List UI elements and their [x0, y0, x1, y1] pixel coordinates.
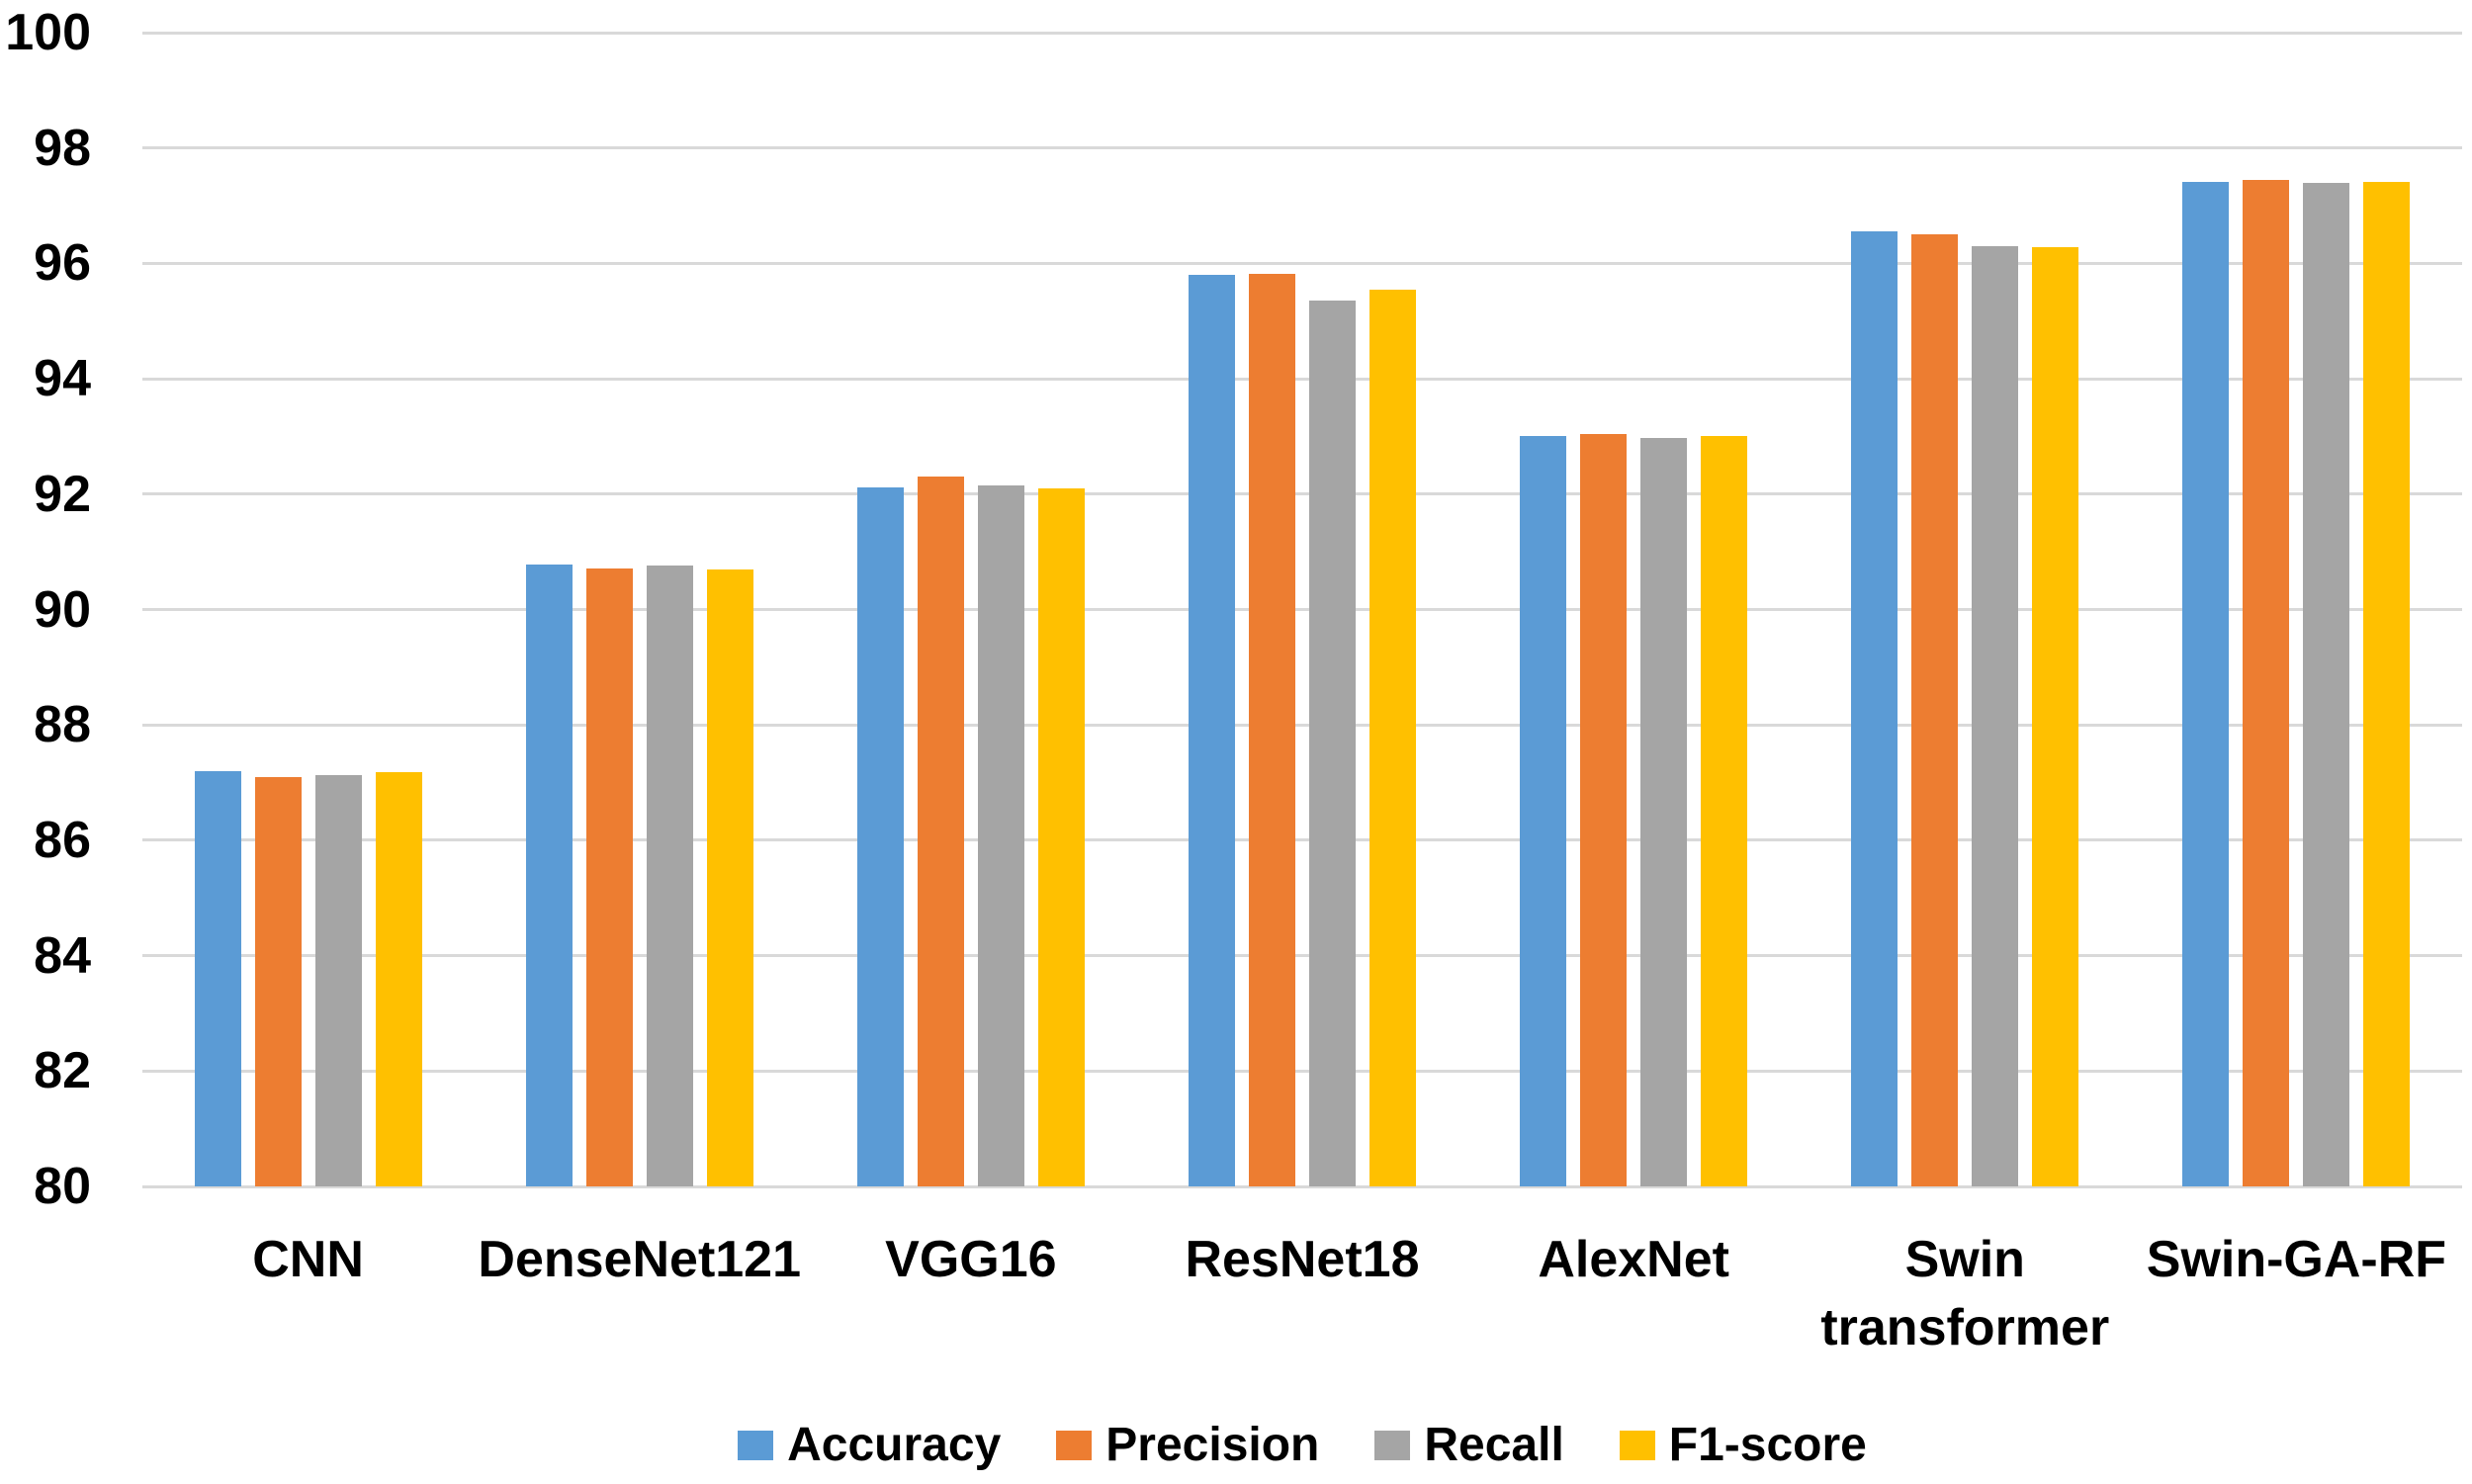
gridline-100: [142, 31, 2462, 35]
x-axis-label-resnet18: ResNet18: [1185, 1231, 1420, 1288]
bar-group-cnn: [142, 33, 474, 1186]
bar-accuracy-densenet121: [525, 565, 573, 1186]
x-axis-label-swin-transformer: Swin transformer: [1820, 1231, 2110, 1356]
legend-swatch-recall: [1374, 1430, 1411, 1460]
gridline-80: [142, 1184, 2462, 1188]
y-tick-label-100: 100: [5, 4, 91, 61]
bar-f1-score-cnn: [375, 772, 422, 1186]
legend-swatch-f1-score: [1619, 1430, 1655, 1460]
bar-precision-densenet121: [585, 567, 633, 1186]
y-tick-label-90: 90: [34, 580, 91, 639]
plot-area: [142, 31, 2462, 1188]
x-axis: CNN DenseNet121 VGG16 ResNet18 AlexNet Swin tr…: [142, 1226, 2462, 1361]
bar-accuracy-resnet18: [1188, 275, 1235, 1186]
bar-group-swin-transformer: [1800, 33, 2131, 1186]
y-tick-label-82: 82: [34, 1042, 91, 1100]
bar-f1-score-resnet18: [1368, 289, 1416, 1186]
legend-swatch-precision: [1056, 1430, 1093, 1460]
bar-precision-swin-ga-rf: [2243, 179, 2290, 1186]
gridline-90: [142, 608, 2462, 611]
x-axis-label-cnn: CNN: [252, 1231, 364, 1288]
gridlines: [142, 31, 2462, 1188]
bar-f1-score-swin-transformer: [2032, 247, 2079, 1186]
y-tick-label-80: 80: [34, 1158, 91, 1215]
bar-recall-cnn: [314, 774, 362, 1186]
bar-f1-score-vgg16: [1037, 487, 1085, 1186]
bar-accuracy-alexnet: [1520, 436, 1567, 1186]
bar-precision-swin-transformer: [1911, 234, 1959, 1186]
bar-accuracy-swin-transformer: [1851, 231, 1898, 1186]
bar-accuracy-cnn: [194, 770, 241, 1186]
bar-f1-score-densenet121: [706, 568, 753, 1186]
bar-group-resnet18: [1136, 33, 1467, 1186]
bar-f1-score-swin-ga-rf: [2363, 181, 2411, 1186]
bar-recall-alexnet: [1640, 437, 1688, 1186]
legend-label-precision: Precision: [1105, 1419, 1320, 1471]
legend-item-accuracy: Accuracy: [738, 1418, 1001, 1472]
bar-group-alexnet: [1468, 33, 1800, 1186]
bar-recall-resnet18: [1308, 301, 1356, 1186]
y-tick-label-88: 88: [34, 696, 91, 754]
legend-swatch-accuracy: [738, 1430, 774, 1460]
gridline-98: [142, 146, 2462, 150]
y-axis: 80 82 84 86 88 90 92 94 96 98 100: [0, 7, 91, 1212]
legend-label-recall: Recall: [1424, 1419, 1564, 1471]
bar-group-vgg16: [805, 33, 1136, 1186]
bar-recall-vgg16: [977, 485, 1024, 1186]
bar-f1-score-alexnet: [1701, 436, 1748, 1186]
y-tick-label-92: 92: [34, 465, 91, 523]
gridline-86: [142, 838, 2462, 842]
bar-precision-cnn: [254, 776, 302, 1186]
gridline-82: [142, 1069, 2462, 1073]
bar-accuracy-swin-ga-rf: [2182, 181, 2230, 1186]
gridline-84: [142, 954, 2462, 958]
x-axis-label-densenet121: DenseNet121: [478, 1231, 802, 1288]
legend-item-f1-score: F1-score: [1619, 1418, 1867, 1472]
bar-recall-swin-ga-rf: [2303, 182, 2350, 1186]
bar-group-densenet121: [474, 33, 805, 1186]
x-axis-label-alexnet: AlexNet: [1538, 1231, 1729, 1288]
gridline-88: [142, 723, 2462, 727]
y-tick-label-96: 96: [34, 234, 91, 293]
gridline-94: [142, 377, 2462, 381]
y-tick-label-86: 86: [34, 811, 91, 869]
bar-recall-densenet121: [646, 565, 693, 1186]
y-tick-label-98: 98: [34, 119, 91, 177]
gridline-96: [142, 261, 2462, 265]
gridline-92: [142, 492, 2462, 496]
bar-precision-resnet18: [1248, 273, 1295, 1186]
bar-precision-alexnet: [1580, 433, 1628, 1186]
bar-accuracy-vgg16: [856, 486, 904, 1186]
legend-label-accuracy: Accuracy: [787, 1419, 1002, 1471]
bar-recall-swin-transformer: [1972, 245, 2019, 1186]
x-axis-label-vgg16: VGG16: [885, 1231, 1057, 1288]
legend-item-precision: Precision: [1056, 1418, 1319, 1472]
x-axis-label-swin-ga-rf: Swin-GA-RF: [2146, 1231, 2447, 1288]
legend-item-recall: Recall: [1374, 1418, 1564, 1472]
bar-group-swin-ga-rf: [2131, 33, 2462, 1186]
bar-groups: [142, 33, 2462, 1186]
bar-precision-vgg16: [917, 477, 964, 1186]
legend: Accuracy Precision Recall F1-score: [142, 1418, 2462, 1472]
y-tick-label-84: 84: [34, 926, 91, 985]
y-tick-label-94: 94: [34, 350, 91, 408]
legend-label-f1-score: F1-score: [1668, 1419, 1867, 1471]
